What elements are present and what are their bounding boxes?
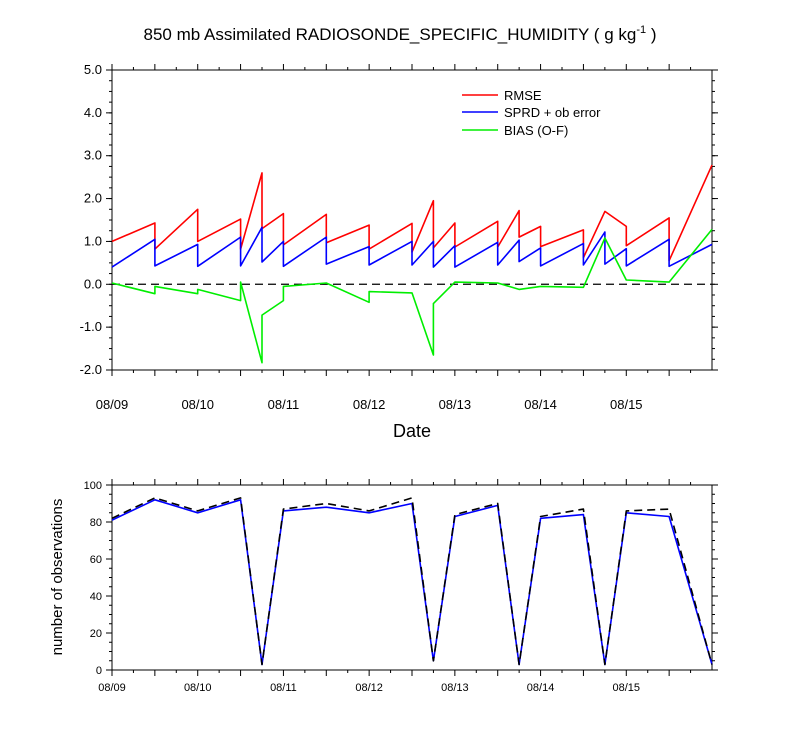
upper-y-tick-label: 1.0 — [84, 233, 102, 248]
legend: RMSE SPRD + ob error BIAS (O-F) — [462, 88, 601, 138]
lower-y-axis-title: number of observations — [49, 499, 66, 656]
upper-y-tick-label: -2.0 — [80, 362, 102, 377]
lower-y-tick-label: 40 — [90, 591, 102, 603]
upper-y-tick-label: 2.0 — [84, 191, 102, 206]
lower-x-tick-label: 08/15 — [613, 682, 641, 694]
upper-y-tick-label: 0.0 — [84, 276, 102, 291]
upper-x-tick-label: 08/11 — [268, 397, 300, 412]
upper-y-tick-label: -1.0 — [80, 319, 102, 334]
upper-x-axis-title: Date — [393, 421, 431, 441]
lower-y-tick-label: 20 — [90, 628, 102, 640]
upper-plot-frame — [111, 69, 713, 371]
lower-x-tick-label: 08/13 — [441, 682, 469, 694]
lower-x-tick-label: 08/10 — [184, 682, 212, 694]
upper-x-tick-label: 08/12 — [353, 397, 386, 412]
upper-x-tick-label: 08/15 — [610, 397, 643, 412]
lower-y-tick-label: 100 — [84, 480, 102, 492]
legend-label-rmse: RMSE — [504, 88, 542, 103]
lower-y-tick-label: 0 — [96, 665, 102, 677]
lower-x-tick-label: 08/09 — [98, 682, 126, 694]
upper-y-tick-label: 5.0 — [84, 62, 102, 77]
upper-x-tick-label: 08/14 — [524, 397, 557, 412]
legend-label-bias: BIAS (O-F) — [504, 123, 568, 138]
lower-series-assimilated — [111, 498, 713, 666]
upper-x-tick-label: 08/10 — [181, 397, 214, 412]
upper-y-tick-label: 4.0 — [84, 105, 102, 120]
lower-series-possible — [111, 497, 713, 666]
chart-title: 850 mb Assimilated RADIOSONDE_SPECIFIC_H… — [144, 24, 657, 44]
lower-x-tick-label: 08/12 — [355, 682, 383, 694]
upper-series-bias-o-f — [111, 228, 713, 364]
lower-x-tick-label: 08/14 — [527, 682, 555, 694]
legend-label-sprd: SPRD + ob error — [504, 105, 601, 120]
lower-y-tick-label: 60 — [90, 554, 102, 566]
lower-plot-frame — [111, 484, 713, 671]
upper-x-tick-label: 08/09 — [96, 397, 129, 412]
upper-y-tick-label: 3.0 — [84, 148, 102, 163]
lower-plot-panel: 0 20 40 60 80 100 08/09 08/10 08/11 08/12 08/13 08/… — [49, 479, 718, 694]
lower-x-tick-label: 08/11 — [270, 682, 297, 694]
upper-plot-panel: -2.0 -1.0 0.0 1.0 2.0 3.0 4.0 5.0 08/09 08/10 08/1… — [80, 62, 718, 441]
upper-x-tick-label: 08/13 — [439, 397, 472, 412]
lower-y-tick-label: 80 — [90, 517, 102, 529]
